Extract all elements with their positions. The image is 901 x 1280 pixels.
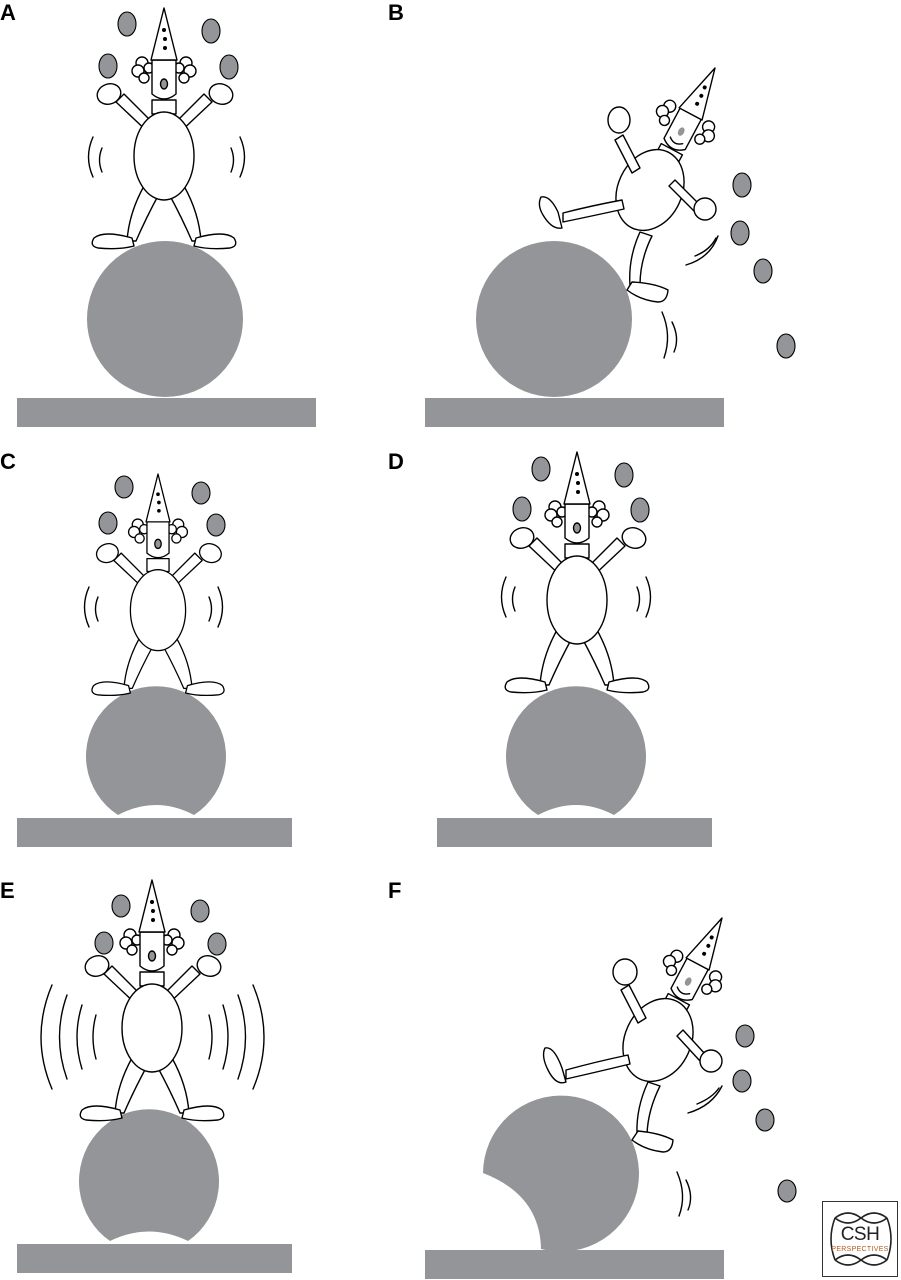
juggling-balls-e <box>94 894 227 956</box>
clown-f <box>542 902 751 1153</box>
wobble-marks-e <box>40 984 265 1090</box>
panel-f: F <box>388 878 797 1279</box>
platform-a <box>17 398 316 427</box>
motion-marks-b <box>661 235 719 359</box>
panel-label-b: B <box>388 0 404 25</box>
juggling-balls-c <box>98 475 226 537</box>
platform-f <box>425 1250 724 1279</box>
ball-c <box>86 686 227 815</box>
panel-b: B <box>388 0 796 427</box>
logo-sub-text: PERSPECTIVES <box>831 1246 889 1253</box>
ball-b <box>476 241 632 397</box>
ball-f <box>483 1095 639 1252</box>
panel-a: A <box>0 0 316 427</box>
ball-a <box>87 241 243 397</box>
panel-c: C <box>0 449 292 847</box>
panel-label-e: E <box>0 878 15 903</box>
platform-b <box>425 398 724 427</box>
platform-e <box>17 1244 292 1273</box>
motion-marks-f <box>676 1085 723 1217</box>
clown-d <box>504 451 650 694</box>
panel-label-d: D <box>388 449 404 474</box>
clown-a <box>91 7 237 250</box>
wobble-marks-d <box>500 576 652 618</box>
csh-perspectives-logo: CSH PERSPECTIVES <box>822 1201 898 1277</box>
juggling-balls-d <box>512 456 650 523</box>
panel-label-c: C <box>0 449 16 474</box>
platform-c <box>17 818 292 847</box>
logo-main-text: CSH <box>840 1224 880 1245</box>
juggling-balls-f <box>732 1024 797 1203</box>
ball-d <box>506 686 646 815</box>
wobble-marks-c <box>83 586 224 628</box>
clown-c <box>91 473 225 697</box>
clown-b <box>538 52 744 303</box>
juggling-balls-a <box>98 11 239 80</box>
panel-e: E <box>0 878 292 1273</box>
juggling-balls-b <box>730 172 796 359</box>
panel-d: D <box>388 449 712 847</box>
wobble-marks-a <box>87 136 246 178</box>
platform-d <box>437 818 712 847</box>
dna-helix-icon <box>830 1212 892 1266</box>
panel-label-f: F <box>388 878 401 903</box>
panel-label-a: A <box>0 0 16 25</box>
ball-e <box>79 1109 220 1241</box>
